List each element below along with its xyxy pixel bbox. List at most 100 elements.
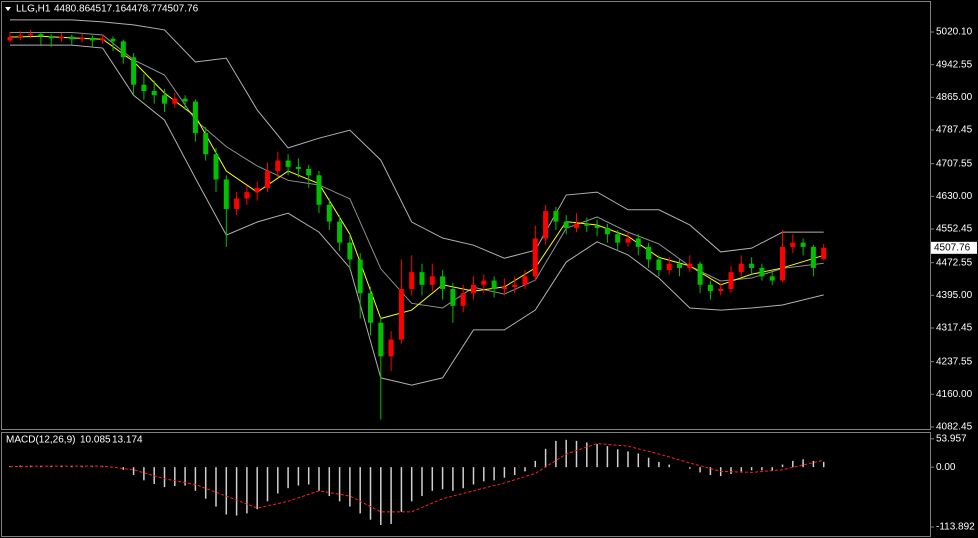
candle-body [471,284,476,294]
y-tick-label: 4865.00 [936,92,973,103]
candle-body [429,276,435,285]
candle-body [759,267,765,277]
candle-body [718,289,724,292]
candle-body [48,36,54,39]
candle-body [172,98,178,104]
candle-body [460,293,466,306]
candle-body [79,37,85,40]
candle-body [244,192,250,199]
signal-line [9,443,824,513]
candle-body [625,238,631,243]
candle-body [749,263,755,268]
candle-body [532,238,538,277]
candle-body [285,160,291,167]
candle-body [326,204,332,222]
header: LLG,H1 4480.86 4517.16 4478.77 4507.76 [16,4,199,15]
candle-body [337,221,343,243]
y-tick-label: 4630.00 [936,191,973,202]
candle-body [295,166,301,169]
candle-body [69,36,75,40]
y-tick-label: 5020.10 [936,27,973,38]
candle-body [738,263,744,273]
candle-body [656,259,662,271]
candle-body [7,37,13,41]
y-tick-label: 4787.45 [936,125,973,136]
candle-body [450,289,456,306]
candle-body [347,242,353,260]
candle-body [584,223,590,226]
candle-body [780,246,785,281]
candle-body [635,238,641,247]
y-tick-label: 4942.55 [936,59,973,70]
y-tick-label: -113.892 [936,522,975,533]
high: 4517.16 [90,4,127,15]
candle-body [481,280,487,285]
macd-frame [1,432,931,537]
candle-body [368,293,373,323]
candle-body [687,263,693,268]
overlay-line [10,44,824,386]
candle-body [810,246,816,268]
candle-body [378,322,384,357]
candle-body [141,84,147,92]
candle-body [275,160,281,172]
candle-body [594,225,600,228]
macd-value: 10.085 [80,435,111,446]
candle-body [728,272,734,290]
candle-body [162,95,167,104]
candle-body [357,259,363,294]
y-tick-label: 4395.00 [936,290,973,301]
signal-value: 13.174 [112,435,143,446]
main-frame [1,1,931,430]
candle-body [501,286,507,290]
symbol: LLG,H1 [16,4,51,15]
candle-body [38,34,44,37]
candle-body [707,284,713,292]
candle-body [800,242,806,247]
candle-body [553,211,559,222]
y-tick-label: 4472.55 [936,257,973,268]
candle-body [821,247,827,260]
candle-body [151,91,157,96]
y-tick-label: 4160.00 [936,389,973,400]
candle-body [574,223,579,228]
candle-body [512,284,518,287]
candle-body [398,289,404,340]
candle-body [17,35,23,38]
candle-body [316,175,322,205]
candle-body [388,339,394,357]
candle-body [646,246,652,260]
macd-title: MACD(12,26,9) [6,435,75,446]
candle-body [666,263,672,271]
candle-body [440,276,446,290]
candle-body [677,263,682,268]
y-tick-label: 4552.45 [936,224,973,235]
candle-body [697,263,703,285]
candle-body [131,57,137,85]
y-tick-label: 4707.55 [936,158,973,169]
candle-body [28,34,34,36]
candle-body [769,276,775,281]
candle-body [213,154,219,180]
candle-body [203,133,209,155]
y-tick-label: 4082.45 [936,422,973,433]
candle-body [790,242,796,247]
low: 4478.77 [126,4,163,15]
candle-body [59,36,64,39]
candle-body [265,171,270,188]
y-tick-label: 4237.55 [936,356,973,367]
candle-body [254,187,260,193]
candle-body [543,211,549,239]
candle-body [110,38,116,42]
candle-body [192,101,198,134]
candle-body [522,276,528,285]
candle-body [604,227,610,235]
y-tick-label: 53.957 [936,433,967,444]
candle-body [419,272,425,285]
y-tick-label: 0.00 [936,462,956,473]
candle-body [120,41,126,58]
close: 4507.76 [162,4,199,15]
candle-body [306,168,312,176]
overlay-line [10,19,824,259]
